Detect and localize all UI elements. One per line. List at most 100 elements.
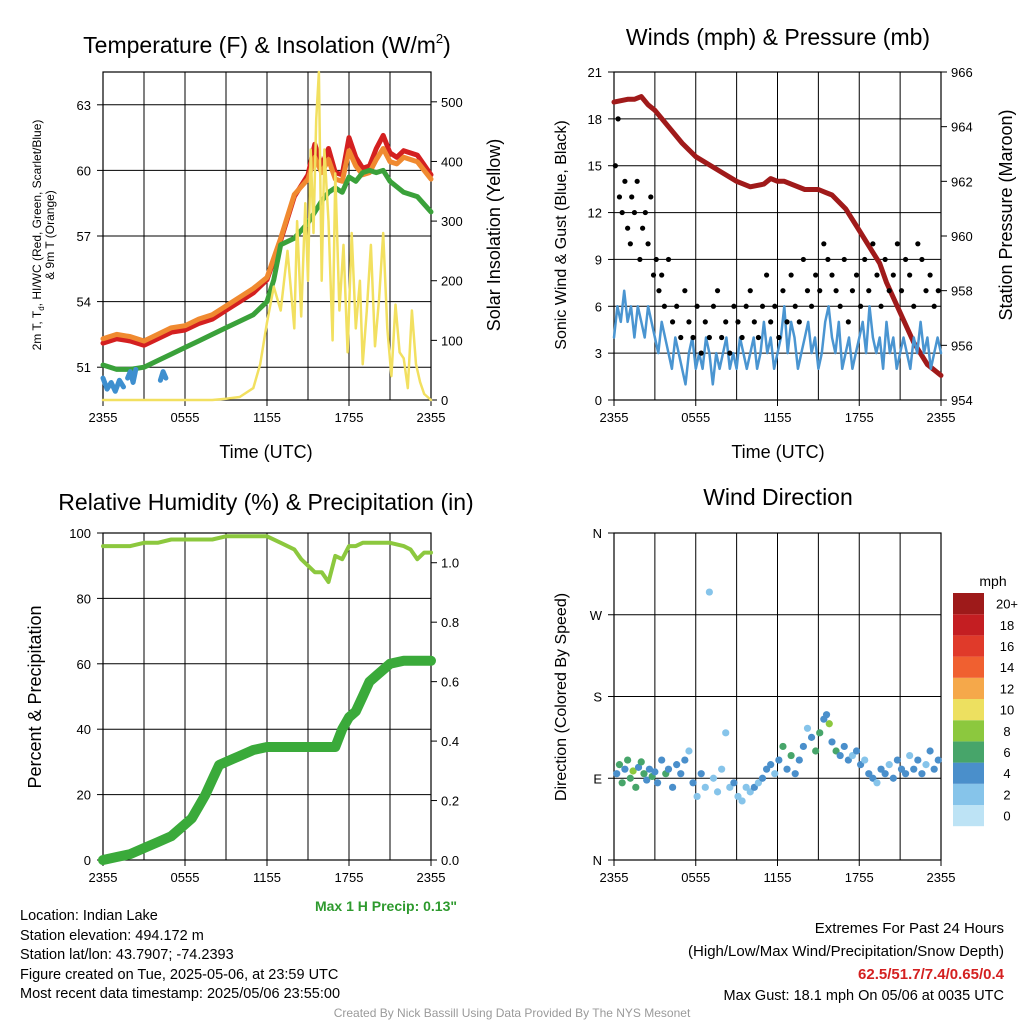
gust-point xyxy=(759,303,766,309)
direction-point xyxy=(624,756,632,764)
direction-point xyxy=(677,770,685,778)
max-gust: Max Gust: 18.1 mph On 05/06 at 0035 UTC xyxy=(723,988,1004,1004)
rh-ytick-label: 100 xyxy=(69,526,91,541)
station-location: Location: Indian Lake xyxy=(20,908,158,924)
dir-xtick-label: 2355 xyxy=(600,870,629,885)
temp-xtick-label: 2355 xyxy=(417,410,446,425)
direction-point xyxy=(758,774,767,782)
gust-point xyxy=(796,319,802,325)
gust-point xyxy=(669,319,676,325)
direction-point xyxy=(807,733,816,741)
rh-ytick-label: 80 xyxy=(77,591,91,606)
direction-point xyxy=(730,779,738,787)
direction-point xyxy=(613,770,621,778)
dir-ytick-label: S xyxy=(593,690,602,705)
temp-xtick-label: 0555 xyxy=(171,410,200,425)
wind-x-axis-label: Time (UTC) xyxy=(731,442,824,462)
credit-line: Created By Nick Bassill Using Data Provi… xyxy=(333,1006,691,1020)
direction-point xyxy=(771,770,779,778)
gust-point xyxy=(866,288,872,294)
gust-point xyxy=(792,303,798,309)
direction-point xyxy=(799,742,807,751)
direction-point xyxy=(654,779,662,787)
legend-label: 14 xyxy=(1000,660,1014,675)
rh-y2tick-label: 0.2 xyxy=(441,794,459,809)
gust-point xyxy=(849,288,856,294)
gust-point xyxy=(841,256,847,263)
gust-point xyxy=(678,334,684,341)
direction-point xyxy=(816,729,824,737)
dir-ytick-label: N xyxy=(593,853,602,868)
gust-point xyxy=(829,272,835,278)
direction-point xyxy=(629,767,637,775)
dir-ytick-label: E xyxy=(593,771,602,786)
gust-point xyxy=(616,194,623,200)
dir-ytick-label: N xyxy=(593,526,602,541)
direction-point xyxy=(645,765,654,773)
gust-point xyxy=(902,256,909,263)
temp-xtick-label: 1755 xyxy=(335,410,364,425)
wind-y2tick-label: 956 xyxy=(951,338,973,353)
direction-point xyxy=(787,751,795,760)
gust-point xyxy=(923,288,929,294)
wind-y2tick-label: 958 xyxy=(951,284,973,299)
gust-point xyxy=(629,194,635,200)
gust-point xyxy=(727,350,733,356)
temp-series-windchill-0 xyxy=(100,375,126,394)
gust-point xyxy=(656,288,662,294)
wind-xtick-label: 2355 xyxy=(927,410,956,425)
direction-point xyxy=(651,768,659,776)
rh-ytick-label: 40 xyxy=(77,722,91,737)
gust-point xyxy=(710,303,717,309)
legend-swatch xyxy=(953,699,984,721)
direction-point xyxy=(615,761,624,769)
direction-point xyxy=(885,761,893,769)
gust-point xyxy=(661,303,668,309)
temp-series-ninem xyxy=(100,146,434,344)
dir-y-axis-label: Direction (Colored By Speed) xyxy=(553,593,570,801)
gust-point xyxy=(825,256,831,263)
gust-point xyxy=(898,288,905,294)
temp-chart-title: Temperature (F) & Insolation (W/m2) xyxy=(83,31,451,58)
direction-point xyxy=(926,747,934,755)
direction-point xyxy=(852,747,861,755)
legend-label: 16 xyxy=(1000,639,1014,654)
extremes-title: Extremes For Past 24 Hours xyxy=(814,920,1004,937)
dir-xtick-label: 1155 xyxy=(764,870,792,885)
wind-ytick-label: 15 xyxy=(588,159,602,174)
gust-point xyxy=(915,241,921,247)
direction-point xyxy=(822,711,831,719)
direction-point xyxy=(632,783,640,791)
direction-point xyxy=(767,761,775,769)
dir-xtick-label: 1755 xyxy=(845,870,874,885)
wind-plot-frame xyxy=(613,71,942,401)
wind-y2tick-label: 966 xyxy=(951,65,973,80)
gust-point xyxy=(894,241,901,247)
extremes-subtitle: (High/Low/Max Wind/Precipitation/Snow De… xyxy=(688,943,1004,960)
wind-xtick-label: 1155 xyxy=(764,410,792,425)
temp-ytick-label: 57 xyxy=(77,229,91,244)
temp-y2tick-label: 0 xyxy=(441,393,448,408)
gust-point xyxy=(659,272,665,278)
speed-legend: 0 2 4 6 8 10 12 14 16 18 20+ xyxy=(953,593,1018,827)
gust-point xyxy=(698,350,704,356)
rh-ytick-label: 0 xyxy=(84,853,91,868)
legend-label: 18 xyxy=(1000,618,1014,633)
direction-point xyxy=(668,783,677,791)
wind-chart-title: Winds (mph) & Pressure (mb) xyxy=(626,24,930,50)
rh-xtick-label: 1755 xyxy=(335,870,364,885)
direction-point xyxy=(618,779,626,787)
gust-point xyxy=(615,116,621,122)
wind-xtick-label: 0555 xyxy=(681,410,710,425)
gust-point xyxy=(625,225,631,231)
gust-point xyxy=(784,319,790,325)
legend-swatch xyxy=(953,614,984,636)
direction-point xyxy=(718,765,726,773)
direction-point xyxy=(791,770,799,778)
wind-ytick-label: 6 xyxy=(595,299,602,314)
gust-point xyxy=(631,209,638,216)
legend-label: 8 xyxy=(1003,724,1010,739)
legend-swatch xyxy=(953,677,984,699)
wind-y2tick-label: 962 xyxy=(951,174,973,189)
